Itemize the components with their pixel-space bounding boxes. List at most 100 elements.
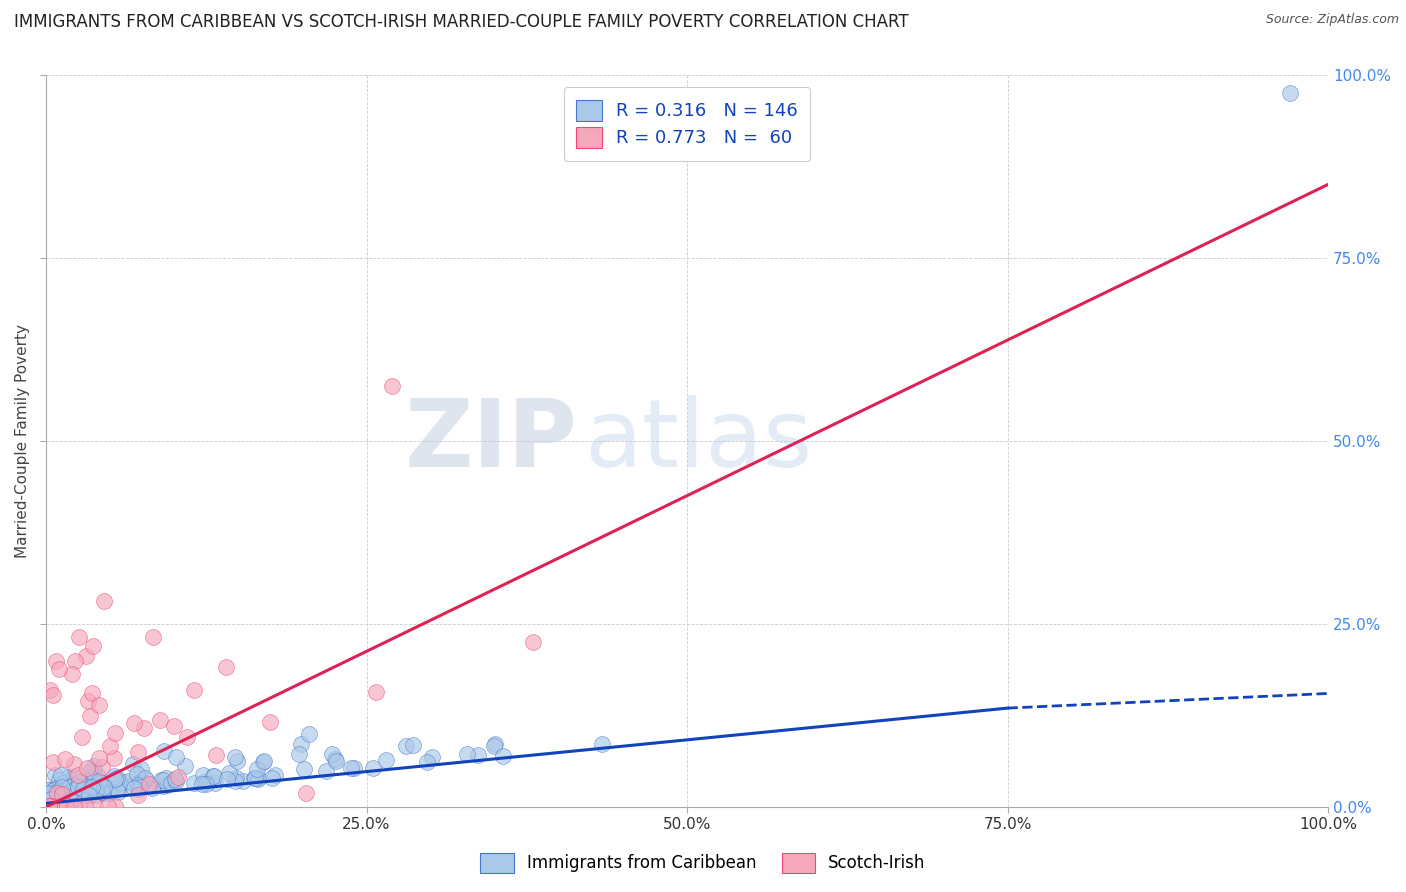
Point xyxy=(591,737,613,751)
Point xyxy=(225,771,247,785)
Point xyxy=(202,769,225,783)
Point xyxy=(395,739,418,754)
Point xyxy=(41,790,63,805)
Point xyxy=(60,666,83,681)
Point xyxy=(1278,86,1301,100)
Point xyxy=(484,737,506,751)
Point xyxy=(226,755,249,769)
Point xyxy=(246,762,269,776)
Point xyxy=(67,788,90,802)
Point xyxy=(76,694,98,708)
Point xyxy=(215,772,238,786)
Point xyxy=(53,789,76,803)
Point xyxy=(91,784,114,798)
Point xyxy=(63,799,86,814)
Point xyxy=(45,784,67,798)
Point xyxy=(79,772,101,787)
Point xyxy=(49,788,72,802)
Point xyxy=(125,767,148,781)
Point xyxy=(87,773,110,788)
Point xyxy=(456,747,478,761)
Point xyxy=(128,780,150,794)
Point xyxy=(93,594,115,608)
Point xyxy=(83,768,105,782)
Point xyxy=(103,751,125,765)
Point xyxy=(44,767,66,781)
Point xyxy=(153,744,176,758)
Point xyxy=(52,776,75,790)
Point xyxy=(38,682,60,697)
Point xyxy=(60,781,83,796)
Point xyxy=(163,772,186,786)
Point xyxy=(135,772,157,787)
Point xyxy=(129,762,152,776)
Point xyxy=(156,778,179,792)
Point xyxy=(117,773,139,788)
Point xyxy=(48,799,70,814)
Point xyxy=(76,779,98,793)
Point xyxy=(87,751,110,765)
Point xyxy=(97,799,120,814)
Point xyxy=(83,759,105,773)
Point xyxy=(94,779,117,793)
Point xyxy=(63,654,86,668)
Point xyxy=(65,778,87,792)
Point xyxy=(105,771,128,785)
Point xyxy=(93,779,115,793)
Point xyxy=(83,774,105,789)
Text: IMMIGRANTS FROM CARIBBEAN VS SCOTCH-IRISH MARRIED-COUPLE FAMILY POVERTY CORRELAT: IMMIGRANTS FROM CARIBBEAN VS SCOTCH-IRIS… xyxy=(14,13,908,31)
Point xyxy=(84,784,107,798)
Point xyxy=(295,786,318,800)
Point xyxy=(176,730,198,744)
Point xyxy=(134,772,156,786)
Point xyxy=(62,783,84,797)
Point xyxy=(46,789,69,804)
Y-axis label: Married-Couple Family Poverty: Married-Couple Family Poverty xyxy=(15,324,30,558)
Point xyxy=(202,769,225,783)
Point xyxy=(72,785,94,799)
Point xyxy=(98,739,121,753)
Point xyxy=(52,798,75,813)
Point xyxy=(165,774,187,789)
Point xyxy=(37,786,59,800)
Point xyxy=(522,635,544,649)
Point xyxy=(287,747,309,761)
Point xyxy=(136,780,159,794)
Point xyxy=(152,772,174,787)
Point xyxy=(82,765,104,780)
Point xyxy=(82,686,104,700)
Point xyxy=(39,792,62,806)
Point xyxy=(193,775,215,789)
Point xyxy=(224,773,246,788)
Point xyxy=(58,780,80,794)
Point xyxy=(122,781,145,796)
Point xyxy=(45,788,67,802)
Point xyxy=(155,771,177,785)
Point xyxy=(60,786,83,800)
Point xyxy=(51,780,73,795)
Point xyxy=(79,788,101,802)
Point xyxy=(84,784,107,798)
Point xyxy=(253,754,276,768)
Point xyxy=(381,379,404,393)
Point xyxy=(44,783,66,797)
Text: atlas: atlas xyxy=(585,395,813,487)
Point xyxy=(55,781,77,796)
Point xyxy=(218,766,240,780)
Point xyxy=(51,789,73,803)
Point xyxy=(56,788,79,802)
Point xyxy=(420,749,443,764)
Point xyxy=(76,761,98,775)
Point xyxy=(39,788,62,802)
Point xyxy=(122,777,145,791)
Point xyxy=(79,764,101,779)
Point xyxy=(131,777,153,791)
Point xyxy=(323,752,346,766)
Point xyxy=(107,785,129,799)
Point xyxy=(340,760,363,774)
Text: ZIP: ZIP xyxy=(405,395,578,487)
Point xyxy=(110,776,132,790)
Point xyxy=(82,780,104,794)
Point xyxy=(86,788,108,802)
Point xyxy=(195,777,218,791)
